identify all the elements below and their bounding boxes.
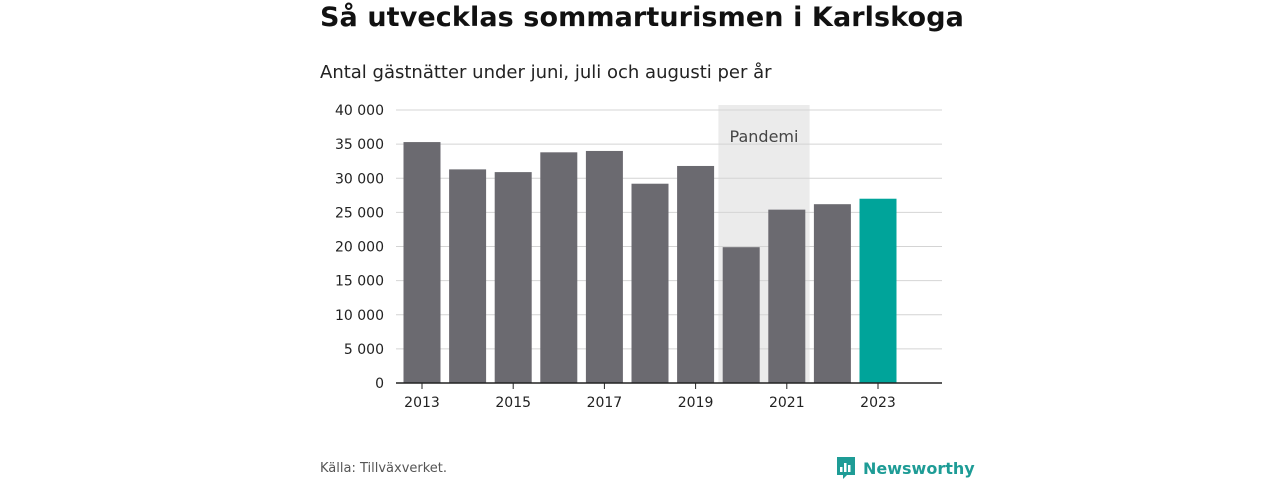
x-tick-label: 2013	[404, 395, 440, 411]
bar-2014	[449, 169, 487, 383]
bar-2022	[813, 204, 851, 383]
y-tick-label: 30 000	[335, 171, 384, 187]
bar-2020	[722, 247, 760, 383]
bar-2019	[677, 165, 715, 383]
bar-2018	[631, 183, 669, 383]
source-note: Källa: Tillväxverket.	[320, 461, 448, 476]
chart-title: Så utvecklas sommarturismen i Karlskoga	[320, 2, 964, 33]
pandemic-label: Pandemi	[730, 127, 799, 146]
x-tick-label: 2021	[769, 395, 805, 411]
y-tick-label: 35 000	[335, 137, 384, 153]
y-tick-label: 10 000	[335, 308, 384, 324]
bar-2017	[585, 150, 623, 383]
newsworthy-logo[interactable]: Newsworthy	[835, 455, 975, 481]
y-tick-label: 20 000	[335, 240, 384, 256]
chart-subtitle: Antal gästnätter under juni, juli och au…	[320, 62, 772, 83]
newsworthy-logo-icon	[837, 457, 855, 479]
y-tick-label: 25 000	[335, 205, 384, 221]
bar-2021	[768, 209, 806, 383]
bar-2023	[859, 198, 897, 383]
x-tick-label: 2015	[495, 395, 531, 411]
x-tick-label: 2019	[678, 395, 714, 411]
y-tick-label: 40 000	[335, 103, 384, 119]
x-tick-label: 2023	[860, 395, 896, 411]
bar-2013	[403, 142, 441, 383]
bar-2015	[494, 172, 532, 383]
y-tick-label: 0	[375, 376, 384, 392]
x-tick-label: 2017	[587, 395, 623, 411]
newsworthy-logo-text: Newsworthy	[863, 458, 975, 478]
y-tick-label: 5 000	[344, 342, 384, 358]
bar-2016	[540, 152, 578, 383]
y-tick-label: 15 000	[335, 274, 384, 290]
